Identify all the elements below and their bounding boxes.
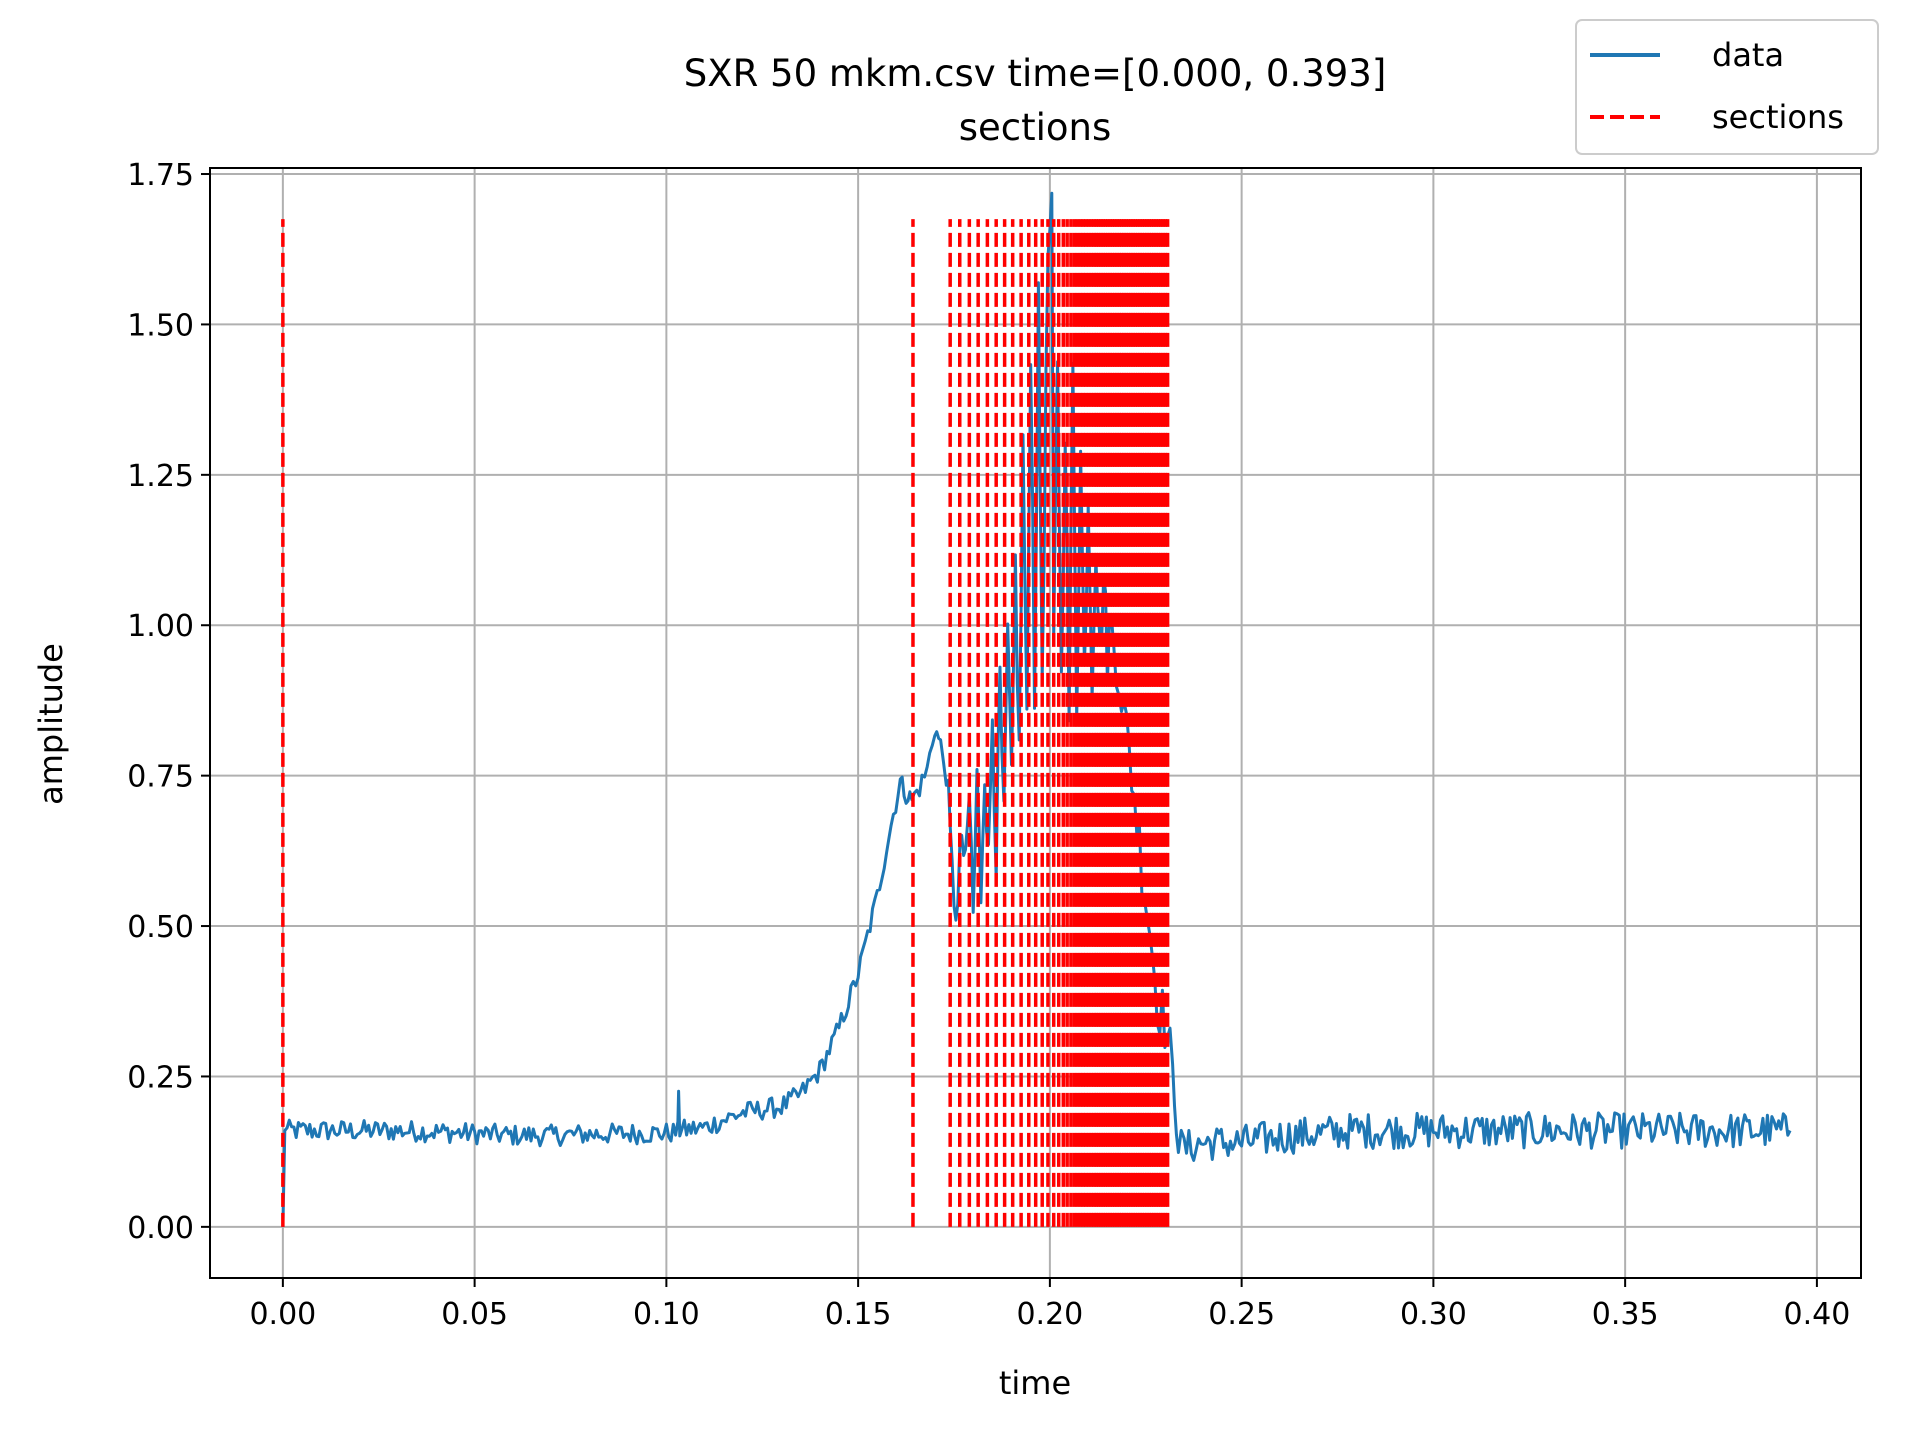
x-tick-label: 0.05 (441, 1297, 508, 1332)
x-tick-label: 0.35 (1592, 1297, 1659, 1332)
legend-label-sections: sections (1712, 98, 1844, 136)
y-tick-label: 0.50 (127, 910, 194, 945)
y-tick-label: 1.00 (127, 609, 194, 644)
legend-label-data: data (1712, 36, 1784, 74)
x-tick-label: 0.10 (633, 1297, 700, 1332)
x-axis-label: time (999, 1364, 1071, 1402)
y-tick-label: 1.75 (127, 158, 194, 193)
y-tick-label: 1.25 (127, 459, 194, 494)
x-tick-label: 0.20 (1016, 1297, 1083, 1332)
x-tick-label: 0.00 (249, 1297, 316, 1332)
chart-subtitle: sections (959, 106, 1112, 149)
axes-frame (209, 167, 1862, 1279)
y-axis-label: amplitude (32, 643, 70, 805)
y-tick-label: 0.00 (127, 1211, 194, 1246)
data-series-line (281, 191, 1792, 1227)
x-tick-label: 0.25 (1208, 1297, 1275, 1332)
plot-area (281, 191, 1792, 1227)
y-axis: 0.00 0.25 0.50 0.75 1.00 1.25 1.50 1.75 (127, 158, 210, 1246)
legend: data sections (1575, 19, 1879, 155)
x-tick-label: 0.15 (825, 1297, 892, 1332)
y-tick-label: 1.50 (127, 308, 194, 343)
chart-title: SXR 50 mkm.csv time=[0.000, 0.393] (684, 52, 1387, 95)
x-axis: 0.00 0.05 0.10 0.15 0.20 0.25 0.30 0.35 0.40 (249, 1278, 1850, 1332)
y-tick-label: 0.75 (127, 760, 194, 795)
y-tick-label: 0.25 (127, 1060, 194, 1095)
x-tick-label: 0.30 (1400, 1297, 1467, 1332)
x-tick-label: 0.40 (1783, 1297, 1850, 1332)
